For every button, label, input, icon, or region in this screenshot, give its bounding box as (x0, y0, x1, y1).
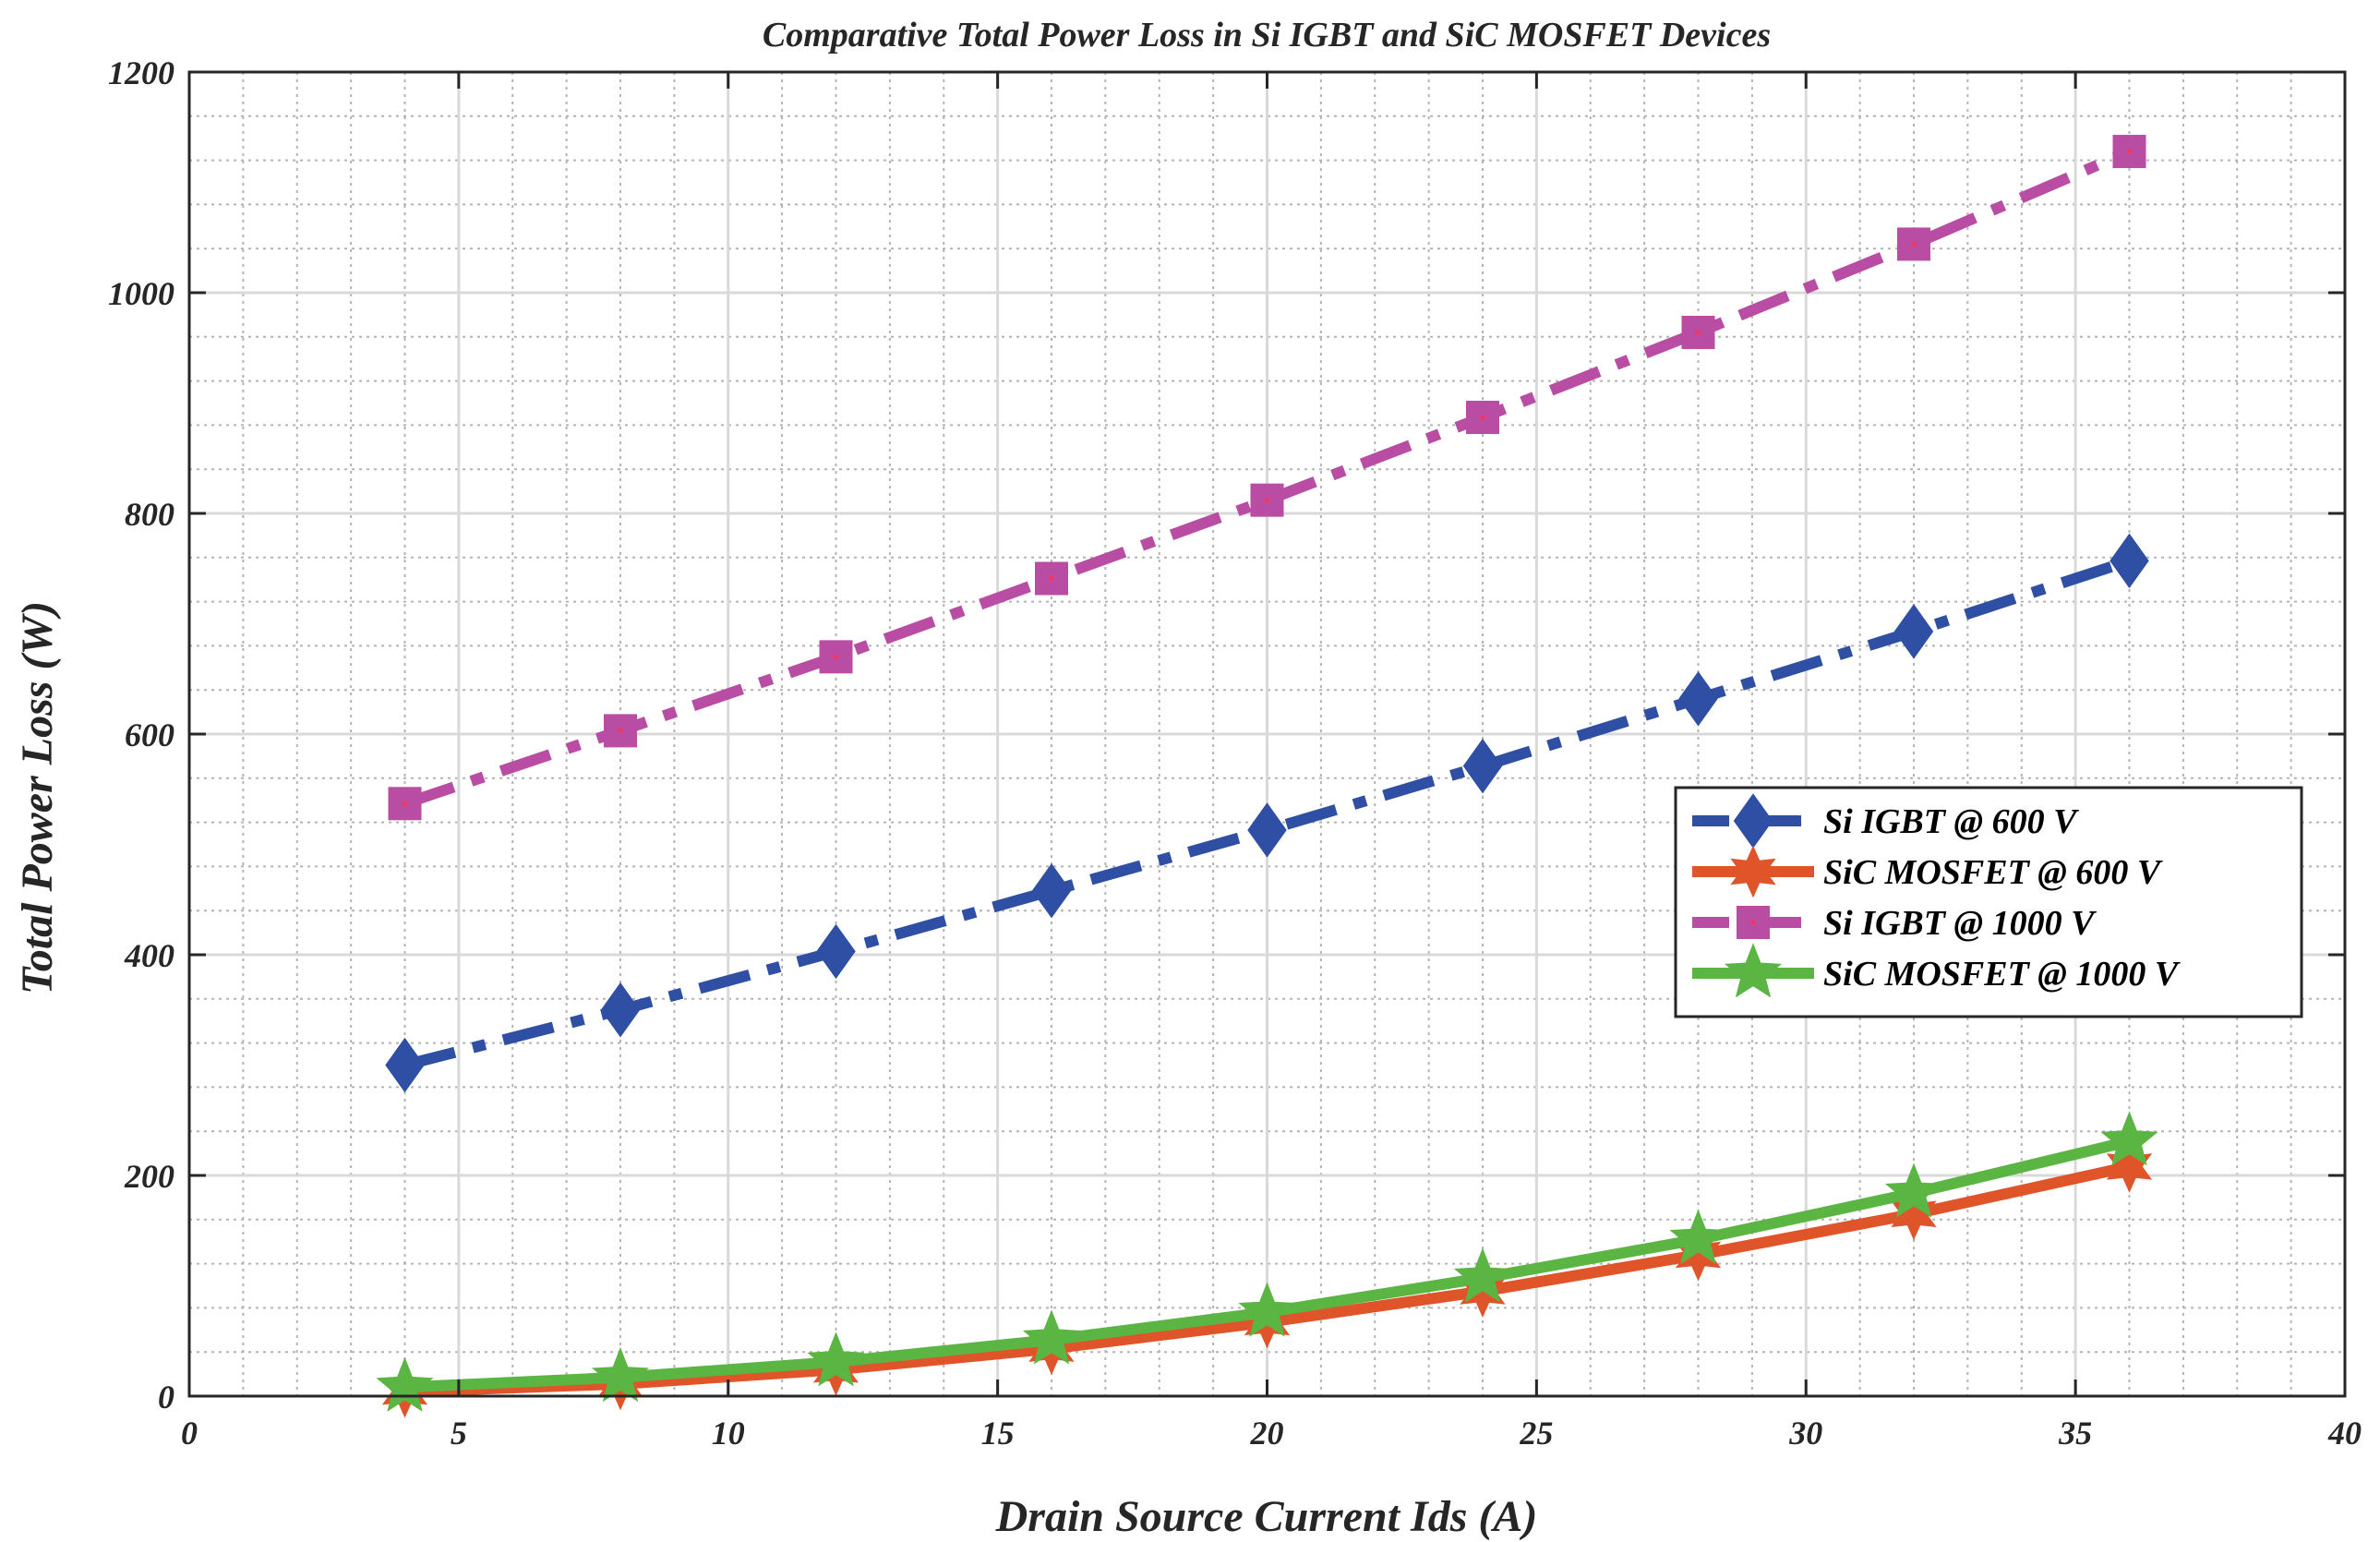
data-point (1238, 1282, 1296, 1337)
data-point (1247, 802, 1287, 858)
x-tick-label: 10 (712, 1415, 745, 1452)
legend-label: SiC MOSFET @ 600 V (1823, 853, 2163, 892)
y-tick-label: 400 (124, 937, 174, 974)
x-tick-label: 0 (181, 1415, 198, 1452)
y-tick-label: 1200 (108, 54, 174, 91)
data-point (819, 640, 853, 674)
legend-item: SiC MOSFET @ 600 V (1692, 845, 2163, 898)
legend-item: SiC MOSFET @ 1000 V (1692, 943, 2181, 998)
x-axis-ticks: 0 5 10 15 20 25 30 35 40 (181, 72, 2362, 1452)
x-tick-label: 35 (2058, 1415, 2092, 1452)
data-point (807, 1331, 865, 1387)
data-point (376, 1356, 434, 1412)
series-3 (376, 1111, 2158, 1412)
x-tick-label: 20 (1250, 1415, 1284, 1452)
data-point (2106, 1139, 2153, 1193)
plot-lines (376, 135, 2158, 1418)
data-point (816, 923, 856, 980)
data-point-center (1696, 330, 1701, 335)
x-tick-label: 15 (981, 1415, 1015, 1452)
legend-marker (1730, 845, 1776, 898)
data-point-center (403, 801, 407, 806)
data-point (1022, 1309, 1081, 1365)
x-axis-label: Drain Source Current Ids (A) (995, 1492, 1538, 1541)
legend-item: Si IGBT @ 1000 V (1692, 904, 2097, 943)
data-point (1031, 862, 1072, 919)
legend-marker-center (1750, 920, 1756, 925)
data-point (2110, 533, 2149, 589)
data-point (388, 787, 422, 821)
y-axis-ticks: 0 200 400 600 800 1000 1200 (108, 54, 2345, 1416)
data-point (1035, 561, 1068, 596)
data-point-center (1911, 241, 1917, 247)
data-point (600, 982, 641, 1038)
x-tick-label: 40 (2327, 1415, 2362, 1452)
data-point-body (1681, 316, 1715, 350)
y-tick-label: 600 (125, 717, 174, 753)
data-point (1453, 1247, 1512, 1303)
data-point (2112, 135, 2146, 169)
data-point (1893, 604, 1934, 659)
y-tick-label: 1000 (108, 275, 174, 312)
series-0 (385, 533, 2149, 1093)
x-tick-label: 5 (451, 1415, 467, 1452)
legend-label: Si IGBT @ 600 V (1823, 802, 2079, 841)
legend-label: Si IGBT @ 1000 V (1823, 904, 2097, 943)
data-point (1681, 316, 1715, 350)
y-tick-label: 0 (158, 1379, 174, 1416)
data-point-center (1265, 498, 1269, 503)
data-point-center (1049, 576, 1054, 582)
y-tick-label: 800 (125, 496, 174, 533)
x-tick-label: 25 (1519, 1415, 1553, 1452)
x-tick-label: 30 (1788, 1415, 1822, 1452)
data-point-center (2127, 149, 2132, 154)
legend-marker (1737, 906, 1770, 939)
data-point (1669, 1209, 1727, 1264)
legend: Si IGBT @ 600 V SiC MOSFET @ 600 V Si IGBT… (1674, 786, 2303, 1018)
legend-item: Si IGBT @ 600 V (1692, 793, 2079, 849)
series-2 (388, 135, 2146, 821)
data-point (385, 1037, 425, 1093)
data-point (1884, 1163, 1943, 1218)
data-point (591, 1346, 650, 1403)
legend-label: SiC MOSFET @ 1000 V (1823, 955, 2181, 994)
y-tick-label: 200 (124, 1158, 174, 1195)
y-axis-label: Total Power Loss (W) (13, 601, 62, 994)
data-point (604, 714, 637, 748)
data-point-center (618, 728, 623, 733)
data-point-center (834, 654, 838, 659)
data-point (1466, 401, 1499, 435)
chart-title: Comparative Total Power Loss in Si IGBT … (763, 16, 1771, 54)
data-point (1250, 483, 1284, 517)
legend-marker (1724, 943, 1783, 998)
data-point-center (1480, 415, 1485, 420)
data-point (2100, 1111, 2158, 1166)
data-point (1462, 738, 1503, 794)
data-point (1678, 671, 1718, 727)
data-point (1897, 227, 1930, 261)
